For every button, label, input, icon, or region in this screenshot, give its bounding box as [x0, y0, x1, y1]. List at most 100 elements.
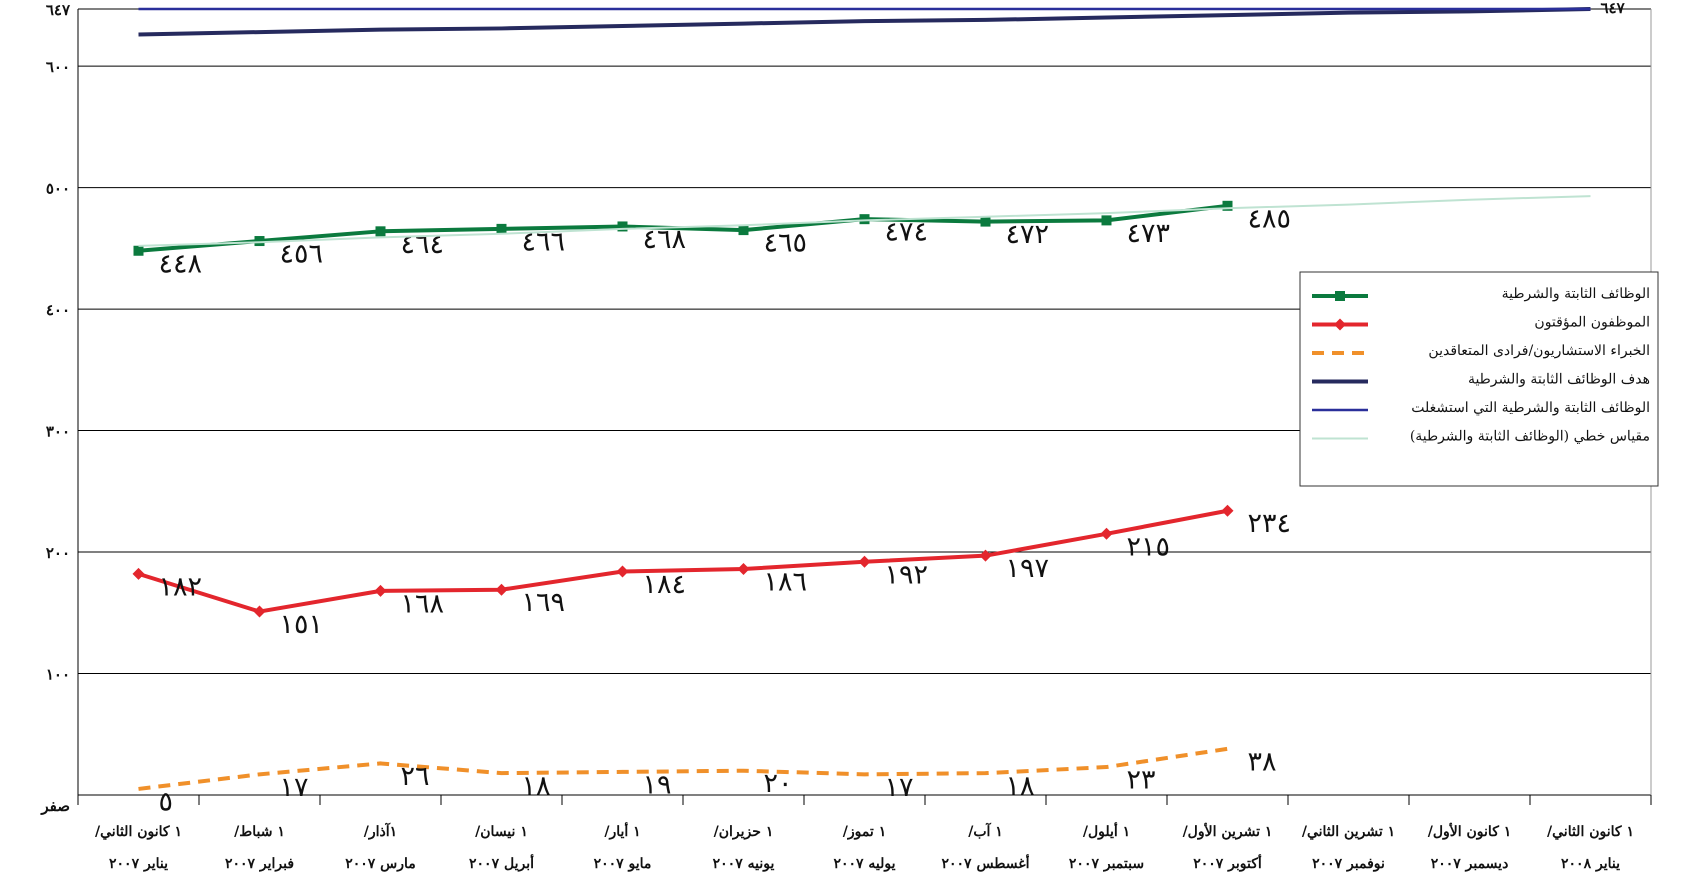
value-label: ١٧ [885, 772, 914, 803]
value-label: ١٦٨ [401, 588, 445, 619]
y-tick-label: ٦٤٧ [46, 1, 71, 19]
point-marker [1101, 215, 1112, 226]
point-marker [375, 226, 386, 237]
x-tick-label: يناير ٢٠٠٨ [1561, 856, 1620, 872]
point-marker [979, 549, 992, 562]
value-label: ٢٦ [401, 761, 430, 792]
value-label: ٢٣ [1127, 765, 1156, 796]
value-label: ١٥١ [280, 609, 324, 640]
series-line [138, 203, 1228, 253]
x-tick-label: ١ حزيران/ [714, 824, 774, 840]
point-marker [496, 223, 507, 234]
series-line [138, 746, 1228, 791]
x-tick-label: ١ كانون الأول/ [1428, 822, 1512, 840]
legend-label: الخبراء الاستشاريون/فرادى المتعاقدين [1428, 343, 1650, 359]
legend-label: مقياس خطي (الوظائف الثابتة والشرطية) [1410, 429, 1650, 445]
point-marker [617, 221, 628, 232]
legend-box [1299, 271, 1659, 487]
y-tick-label: ٥٠٠ [46, 180, 70, 198]
series-line [138, 7, 1591, 37]
value-label: ٤٦٤ [401, 229, 445, 260]
value-label: ٤٦٥ [764, 228, 808, 259]
x-tick-label: ١ تشرين الأول/ [1183, 822, 1273, 840]
point-marker [253, 605, 266, 618]
legend-marker [1334, 318, 1346, 331]
value-label: ١٨ [522, 771, 551, 802]
value-label: ١٧ [280, 772, 309, 803]
x-tick-label: سبتمبر ٢٠٠٧ [1069, 856, 1144, 872]
point-marker [132, 567, 145, 580]
x-tick-label: ١ كانون الثاني/ [95, 824, 182, 840]
value-label: ١٩٢ [885, 559, 929, 590]
value-label: ٥ [159, 786, 174, 817]
x-tick-label: ١ آب/ [968, 822, 1003, 840]
series-line [137, 508, 1228, 614]
x-tick-label: يناير ٢٠٠٧ [109, 856, 168, 872]
legend-marker [1335, 291, 1345, 301]
value-label: ٤٦٨ [643, 224, 687, 255]
legend-label: الوظائف الثابتة والشرطية التي استشغلت [1411, 400, 1650, 416]
x-tick-label: يوليه ٢٠٠٧ [833, 856, 895, 872]
point-marker [980, 216, 991, 227]
value-label: ١٨٦ [764, 567, 808, 598]
point-marker [616, 565, 629, 578]
x-tick-label: نوفمبر ٢٠٠٧ [1312, 856, 1385, 872]
value-label: ٢١٥ [1127, 531, 1171, 562]
x-tick-label: أغسطس ٢٠٠٧ [942, 853, 1030, 872]
value-label: ٢٣٤ [1248, 508, 1292, 539]
y-tick-label: ٣٠٠ [46, 423, 70, 441]
y-tick-label: صفر [40, 797, 70, 815]
point-marker [1221, 504, 1234, 517]
x-tick-label: ١ نيسان/ [475, 824, 528, 840]
value-label: ٤٥٦ [280, 239, 324, 270]
x-tick-label: أكتوبر ٢٠٠٧ [1193, 853, 1262, 872]
x-tick-label: مارس ٢٠٠٧ [345, 856, 416, 872]
x-tick-label: مايو ٢٠٠٧ [594, 856, 652, 872]
value-label: ١٨٤ [643, 569, 687, 600]
point-marker [495, 583, 508, 596]
x-tick-label: ١ أيلول/ [1083, 821, 1130, 840]
x-tick-label: ١ تموز/ [843, 824, 887, 840]
legend: الوظائف الثابتة والشرطية الموظفون المؤقتو… [1299, 271, 1659, 487]
value-label: ٤٤٨ [159, 248, 203, 279]
value-label: ١٦٩ [522, 587, 566, 618]
value-label: ٣٨ [1248, 746, 1277, 777]
x-tick-label: يونيه ٢٠٠٧ [713, 856, 775, 872]
value-label: ١٩ [643, 769, 672, 800]
point-marker [858, 555, 871, 568]
point-marker [737, 563, 750, 576]
point-marker [859, 214, 870, 225]
point-marker [133, 245, 144, 256]
point-marker [374, 584, 387, 597]
value-label: ٢٠ [764, 768, 793, 799]
series-line [138, 195, 1591, 247]
y-tick-label: ٤٠٠ [46, 301, 70, 319]
legend-label: الموظفون المؤقتون [1534, 315, 1650, 331]
value-label: ٤٧٣ [1127, 218, 1171, 249]
x-tick-label: ١آذار/ [364, 822, 397, 840]
legend-label: الوظائف الثابتة والشرطية [1502, 286, 1650, 302]
x-tick-label: ١ أيار/ [604, 821, 640, 840]
y-tick-label: ٢٠٠ [46, 544, 70, 562]
legend-label: هدف الوظائف الثابتة والشرطية [1468, 372, 1650, 388]
point-marker [1222, 200, 1233, 211]
value-label: ٦٤٧ [1601, 0, 1626, 17]
value-label: ١٨٢ [159, 571, 203, 602]
value-label: ١٨ [1006, 771, 1035, 802]
y-tick-label: ٦٠٠ [46, 58, 70, 76]
value-label: ٤٨٥ [1248, 203, 1292, 234]
x-tick-label: ١ كانون الثاني/ [1547, 824, 1634, 840]
value-label: ٤٧٤ [885, 217, 929, 248]
x-tick-label: ١ شباط/ [234, 824, 285, 840]
point-marker [1100, 527, 1113, 540]
point-marker [254, 236, 265, 247]
x-tick-label: فبراير ٢٠٠٧ [225, 856, 294, 872]
x-tick-label: ديسمبر ٢٠٠٧ [1431, 856, 1509, 872]
x-tick-label: ١ تشرين الثاني/ [1302, 824, 1395, 840]
y-tick-label: ١٠٠ [46, 666, 70, 684]
point-marker [738, 225, 749, 236]
x-tick-label: أبريل ٢٠٠٧ [469, 853, 534, 872]
value-label: ٤٧٢ [1006, 219, 1050, 250]
value-label: ١٩٧ [1006, 553, 1050, 584]
